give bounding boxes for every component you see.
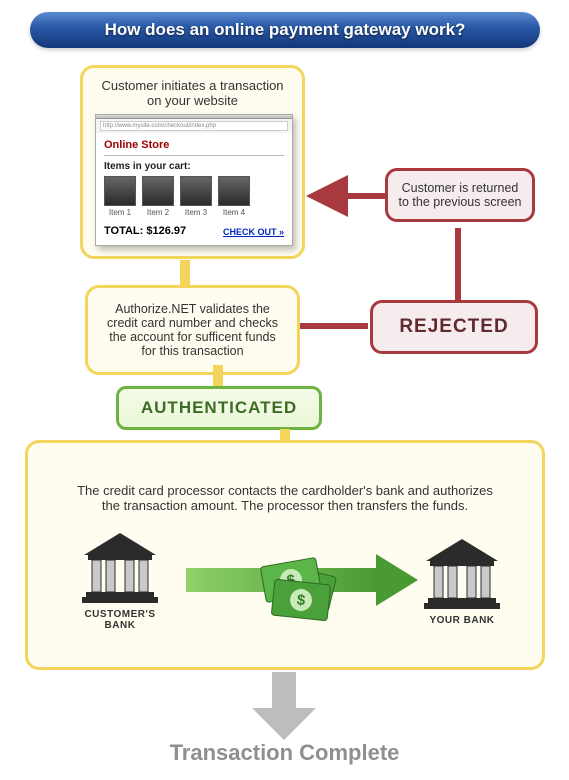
cart-item: Item 1	[104, 176, 136, 217]
browser-mock: http://www.mysite.com/checkout/index.php…	[95, 114, 293, 246]
step2-box: Authorize.NET validates the credit card …	[85, 285, 300, 375]
return-text: Customer is returned to the previous scr…	[399, 181, 522, 209]
browser-url: http://www.mysite.com/checkout/index.php	[100, 121, 288, 131]
processor-box: The credit card processor contacts the c…	[25, 440, 545, 670]
customer-bank-label: CUSTOMER'S BANK	[68, 609, 172, 631]
transaction-complete: Transaction Complete	[0, 740, 569, 766]
customer-bank: CUSTOMER'S BANK	[68, 531, 172, 631]
cart-item: Item 4	[218, 176, 250, 217]
step2-text: Authorize.NET validates the credit card …	[107, 302, 278, 358]
connector	[180, 260, 190, 286]
step1-box: Customer initiates a transaction on your…	[80, 65, 305, 259]
bank-icon	[80, 531, 160, 605]
cart-item: Item 3	[180, 176, 212, 217]
checkout-link[interactable]: CHECK OUT »	[223, 227, 284, 237]
authenticated-box: AUTHENTICATED	[116, 386, 322, 430]
your-bank-label: YOUR BANK	[429, 615, 494, 626]
bank-icon	[422, 537, 502, 611]
cart-items: Item 1 Item 2 Item 3 Item 4	[104, 176, 284, 217]
rejected-box: REJECTED	[370, 300, 538, 354]
store-title: Online Store	[104, 139, 284, 151]
cart-item: Item 2	[142, 176, 174, 217]
cart-total: TOTAL: $126.97	[104, 225, 186, 237]
diagram-title: How does an online payment gateway work?	[30, 12, 540, 48]
transfer-graphic: $ $	[172, 534, 422, 629]
cart-label: Items in your cart:	[104, 161, 284, 172]
divider	[104, 155, 284, 156]
browser-chrome	[96, 115, 292, 119]
return-box: Customer is returned to the previous scr…	[385, 168, 535, 222]
processor-text: The credit card processor contacts the c…	[40, 483, 530, 525]
your-bank: YOUR BANK	[422, 537, 502, 626]
browser-body: Online Store Items in your cart: Item 1 …	[96, 133, 292, 245]
step1-caption: Customer initiates a transaction on your…	[95, 78, 290, 108]
connector	[213, 365, 223, 387]
